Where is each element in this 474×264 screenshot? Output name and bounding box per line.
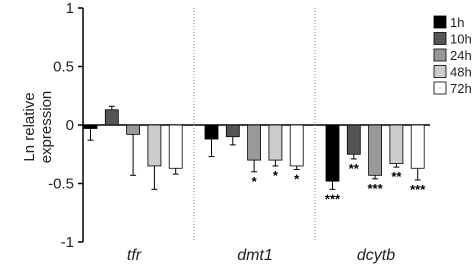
bar [126,124,140,135]
bar [346,124,361,155]
bar [325,124,340,182]
bar [104,109,119,126]
legend-label: 72h [450,81,472,96]
legend-label: 24h [450,48,472,63]
significance-label: *** [410,182,426,197]
legend-label: 48h [450,65,472,80]
y-tick-label: -0.5 [48,176,74,193]
x-tick-label: dmt1 [237,247,273,264]
significance-label: * [273,168,279,183]
bar [247,124,262,161]
bar [204,124,219,140]
bar [389,124,404,165]
y-tick-label: 0 [66,117,74,134]
y-tick-label: 0.5 [53,59,74,76]
significance-label: ** [391,169,402,184]
legend-swatch [433,15,447,29]
y-tick-label: 1 [66,0,74,17]
bar [168,124,183,169]
y-tick-label: -1 [61,234,74,251]
bar [225,124,240,138]
y-axis-label: Ln relative expression [21,90,55,164]
x-tick-label: tfr [127,247,142,264]
bar [410,124,425,169]
legend-swatch [433,32,447,45]
significance-label: * [252,174,258,189]
bar [289,124,304,167]
significance-label: *** [325,191,341,206]
legend-swatch [433,48,447,62]
bar [83,124,98,129]
significance-label: *** [368,181,384,196]
bar [368,124,383,176]
significance-label: ** [349,161,360,176]
legend-swatch [433,65,447,78]
legend-swatch [433,81,447,95]
bar [268,124,283,161]
legend-label: 10h [450,32,472,47]
bar [147,124,162,167]
legend-label: 1h [450,15,464,30]
x-tick-label: dcytb [357,247,395,264]
significance-label: * [294,171,300,186]
